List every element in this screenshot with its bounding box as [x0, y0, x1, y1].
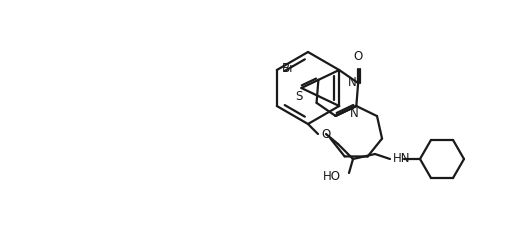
- Text: N: N: [350, 107, 359, 120]
- Text: N: N: [347, 76, 356, 89]
- Text: HO: HO: [323, 170, 341, 184]
- Text: HN: HN: [393, 151, 411, 164]
- Text: O: O: [321, 127, 330, 140]
- Text: O: O: [354, 50, 363, 63]
- Text: Br: Br: [282, 62, 295, 76]
- Text: S: S: [295, 90, 303, 102]
